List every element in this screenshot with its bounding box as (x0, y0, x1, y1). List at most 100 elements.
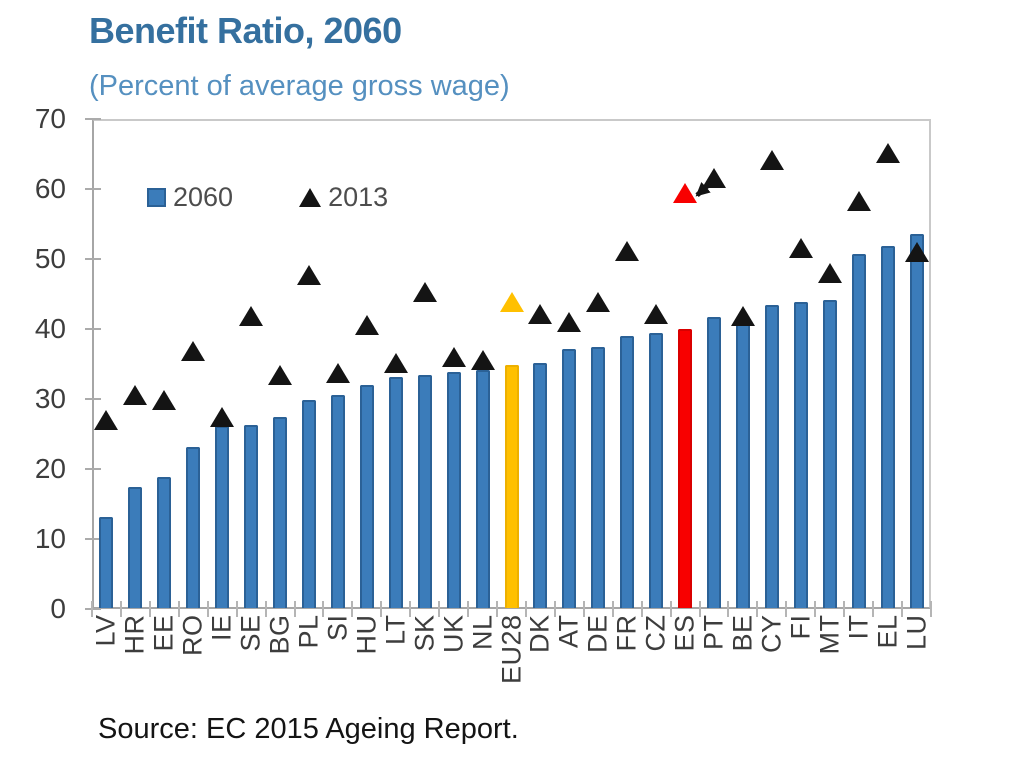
x-tick (177, 601, 180, 617)
x-tick (756, 601, 759, 617)
x-tick (640, 601, 643, 617)
marker-2013-LT (383, 353, 408, 374)
bar-IE (215, 425, 230, 608)
bar-NL (475, 370, 490, 608)
x-label-UK: UK (438, 614, 469, 654)
x-tick (467, 601, 470, 617)
bar-EL (880, 246, 895, 608)
x-tick (553, 601, 556, 617)
x-tick (524, 601, 527, 617)
x-label-CY: CY (756, 614, 787, 654)
x-tick (582, 601, 585, 617)
bar-BE (735, 319, 750, 608)
marker-2013-FI (788, 237, 813, 258)
marker-2013-DE (586, 291, 611, 312)
x-label-NL: NL (467, 614, 498, 651)
x-tick (148, 601, 151, 617)
x-label-AT: AT (553, 614, 584, 649)
x-label-DE: DE (582, 614, 613, 654)
y-tick-label: 70 (34, 103, 66, 134)
bar-LT (388, 376, 403, 608)
bar-PL (301, 399, 316, 608)
x-tick (785, 601, 788, 617)
x-label-EL: EL (872, 614, 903, 649)
bar-HU (359, 385, 374, 608)
x-tick (872, 601, 875, 617)
bar-AT (562, 348, 577, 608)
legend-2013-triangle-icon (299, 188, 322, 207)
x-label-SK: SK (409, 614, 440, 652)
marker-2013-LV (94, 410, 119, 430)
bar-FR (620, 336, 635, 608)
bar-FI (793, 302, 808, 608)
bar-SK (417, 375, 432, 608)
marker-2013-EU28 (499, 291, 524, 312)
marker-2013-SE (239, 305, 264, 326)
bar-IT (851, 254, 866, 608)
source-note: Source: EC 2015 Ageing Report. (98, 713, 519, 745)
x-label-LV: LV (90, 614, 121, 647)
marker-2013-MT (817, 263, 842, 283)
y-tick (85, 398, 101, 400)
legend-2060-square-icon (147, 188, 166, 207)
y-tick-label: 60 (34, 173, 66, 204)
bar-EE (157, 476, 172, 608)
x-tick (293, 601, 296, 617)
x-tick (814, 601, 817, 617)
x-label-HR: HR (119, 614, 150, 655)
marker-2013-LU (904, 242, 929, 262)
marker-2013-UK (441, 347, 466, 367)
marker-2013-PT (702, 167, 727, 188)
x-tick (611, 601, 614, 617)
marker-2013-CY (759, 150, 784, 171)
legend-2060-label: 2060 (173, 182, 234, 212)
x-label-HU: HU (351, 614, 382, 655)
bar-ES (678, 329, 693, 608)
x-tick (264, 601, 267, 617)
marker-2013-HR (123, 384, 148, 405)
y-tick (85, 538, 101, 540)
x-label-FR: FR (611, 614, 642, 652)
y-tick-label: 0 (50, 593, 66, 624)
marker-2013-EE (152, 389, 177, 410)
x-tick (496, 601, 499, 617)
bar-LU (909, 233, 924, 608)
y-tick (85, 468, 101, 470)
marker-2013-ES (673, 183, 698, 204)
marker-2013-SI (325, 363, 350, 384)
bar-SI (330, 394, 345, 608)
y-tick (85, 118, 101, 120)
y-tick (85, 258, 101, 260)
bar-LV (99, 517, 114, 608)
x-label-BE: BE (727, 614, 758, 652)
x-tick (409, 601, 412, 617)
x-tick (669, 601, 672, 617)
x-tick (119, 601, 122, 617)
marker-2013-DK (528, 303, 553, 324)
marker-2013-CZ (644, 303, 669, 324)
x-label-PL: PL (293, 614, 324, 649)
x-label-IT: IT (843, 614, 874, 640)
marker-2013-IT (846, 190, 871, 211)
x-tick (438, 601, 441, 617)
marker-2013-BE (730, 305, 755, 326)
y-tick-label: 30 (34, 383, 66, 414)
bar-CZ (649, 333, 664, 608)
x-tick (843, 601, 846, 617)
bar-BG (273, 416, 288, 608)
x-label-SI: SI (322, 614, 353, 642)
x-label-PT: PT (698, 614, 729, 651)
legend-2013-label: 2013 (328, 182, 389, 212)
marker-2013-PL (296, 265, 321, 286)
bar-HR (128, 486, 143, 608)
bar-CY (764, 304, 779, 608)
bar-MT (822, 300, 837, 608)
x-label-CZ: CZ (640, 614, 671, 652)
y-tick (85, 188, 101, 190)
x-label-ES: ES (669, 614, 700, 652)
plot-area (92, 119, 931, 609)
y-tick (85, 608, 101, 610)
marker-2013-NL (470, 349, 495, 370)
y-tick-label: 10 (34, 523, 66, 554)
